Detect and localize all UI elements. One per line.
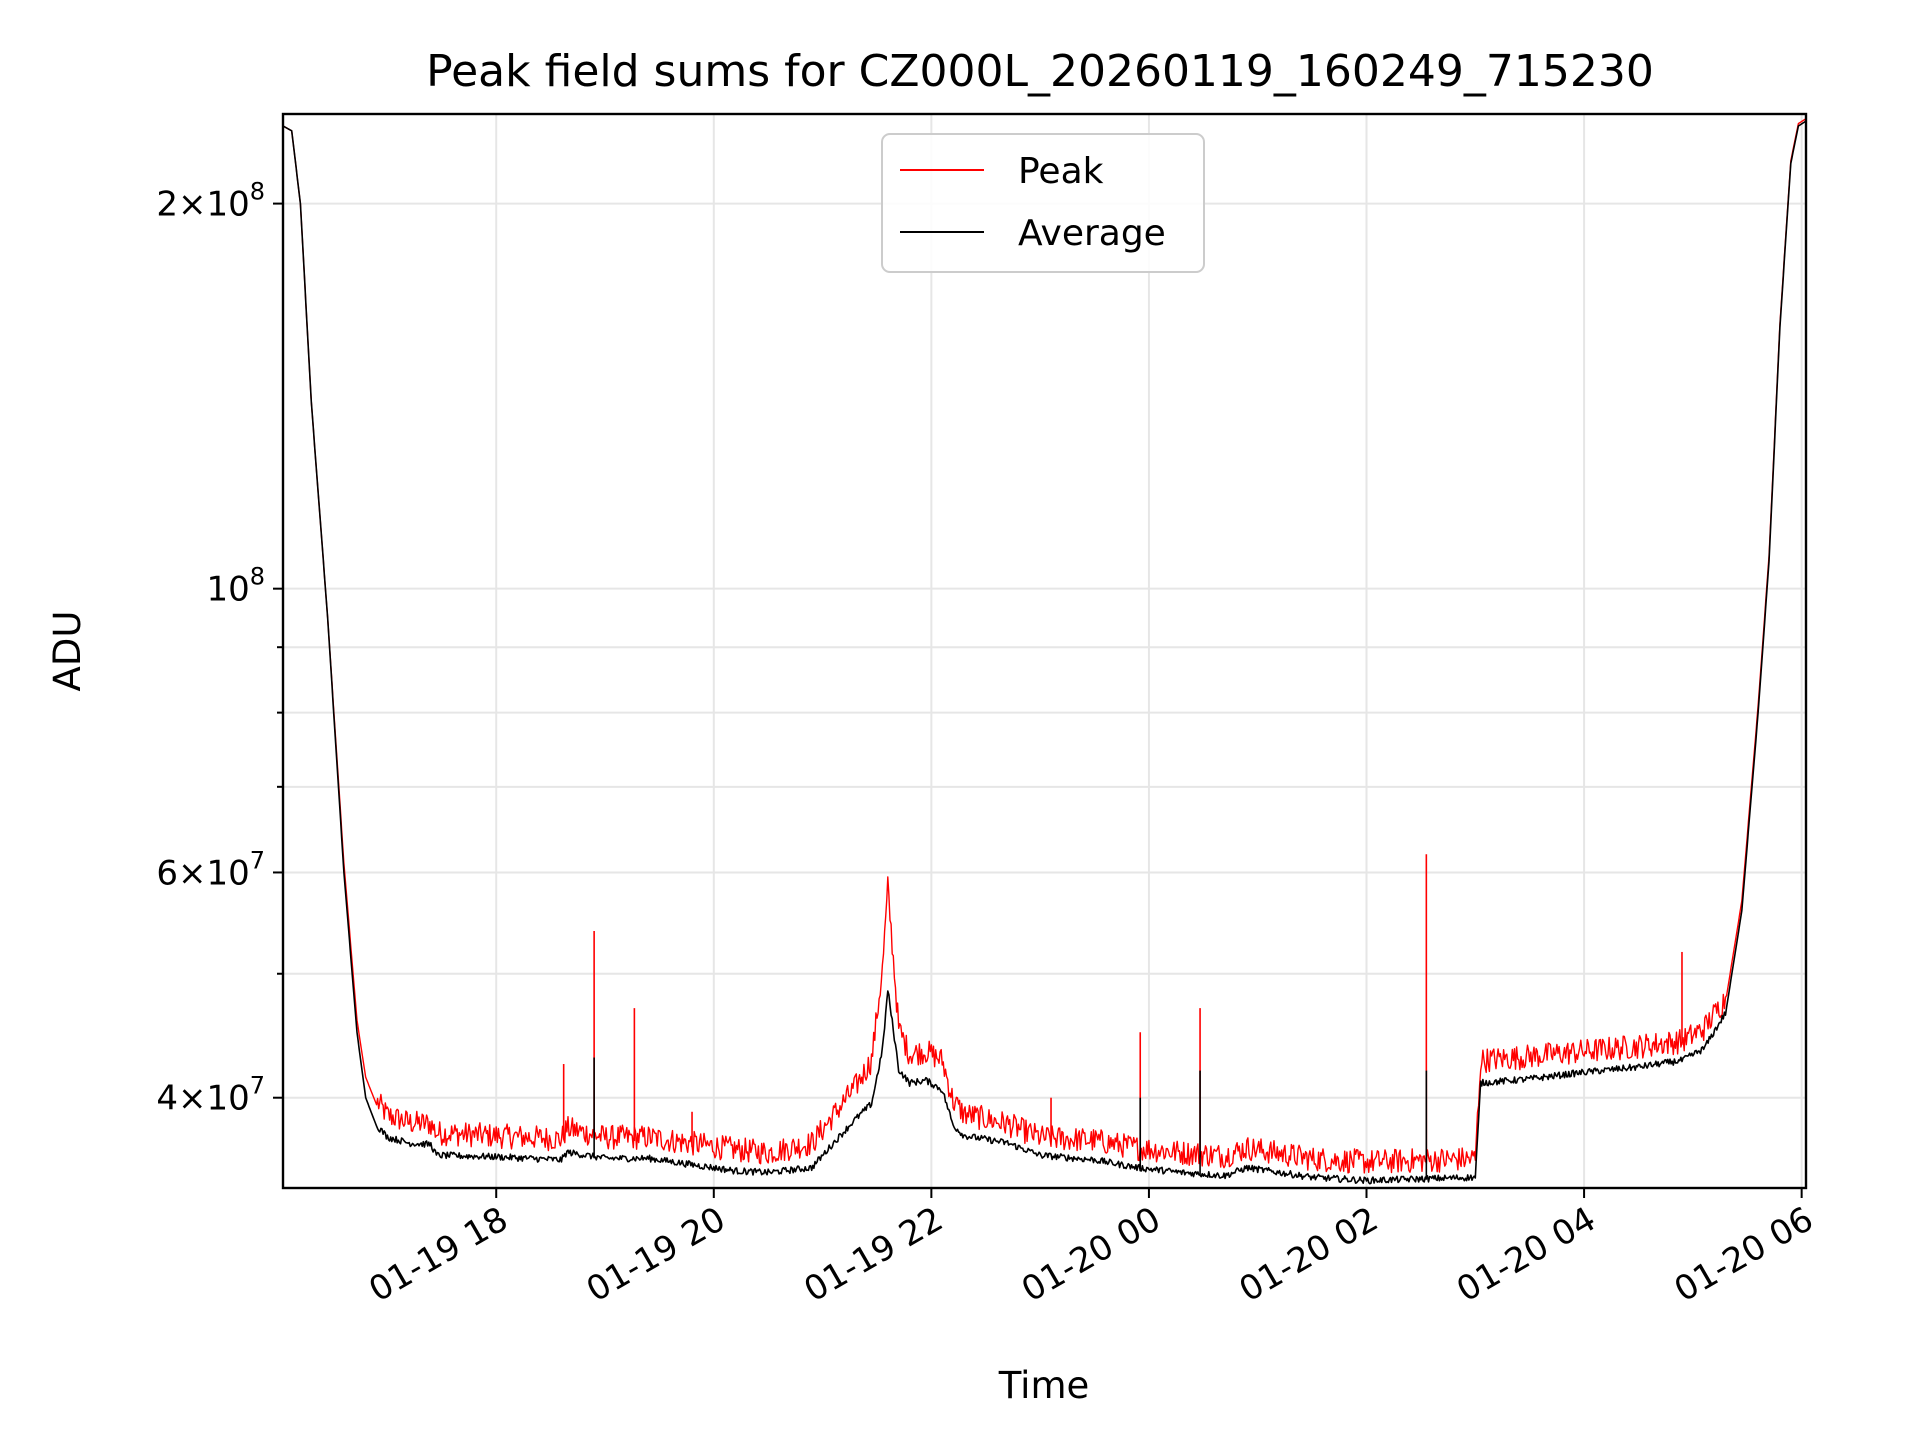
y-tick-label: 6×107 — [156, 846, 265, 893]
y-tick-label: 108 — [206, 563, 265, 610]
y-tick-label-exponent: 8 — [250, 178, 265, 206]
y-tick-label: 2×108 — [156, 178, 265, 225]
y-axis-label: ADU — [46, 611, 89, 692]
x-axis-label: Time — [998, 1364, 1090, 1407]
series-peak-line — [282, 118, 1807, 1174]
y-tick-label: 4×107 — [156, 1072, 265, 1119]
y-tick-label-exponent: 8 — [250, 563, 265, 591]
y-tick-label-base: 6×10 — [156, 853, 249, 893]
chart-title: Peak field sums for CZ000L_20260119_1602… — [426, 46, 1654, 97]
legend-label-average: Average — [1018, 213, 1166, 254]
legend-label-peak: Peak — [1018, 151, 1104, 192]
y-tick-label-base: 4×10 — [156, 1079, 249, 1119]
y-tick-label-exponent: 7 — [250, 1072, 265, 1100]
series-layer — [282, 118, 1807, 1185]
y-tick-label-base: 10 — [206, 570, 249, 610]
y-tick-label-base: 2×10 — [156, 185, 249, 225]
plot-frame — [281, 112, 1808, 1190]
y-tick-label-exponent: 7 — [250, 846, 265, 874]
legend: Peak Average — [881, 133, 1205, 273]
series-average-line — [282, 120, 1807, 1185]
legend-box — [881, 133, 1205, 273]
